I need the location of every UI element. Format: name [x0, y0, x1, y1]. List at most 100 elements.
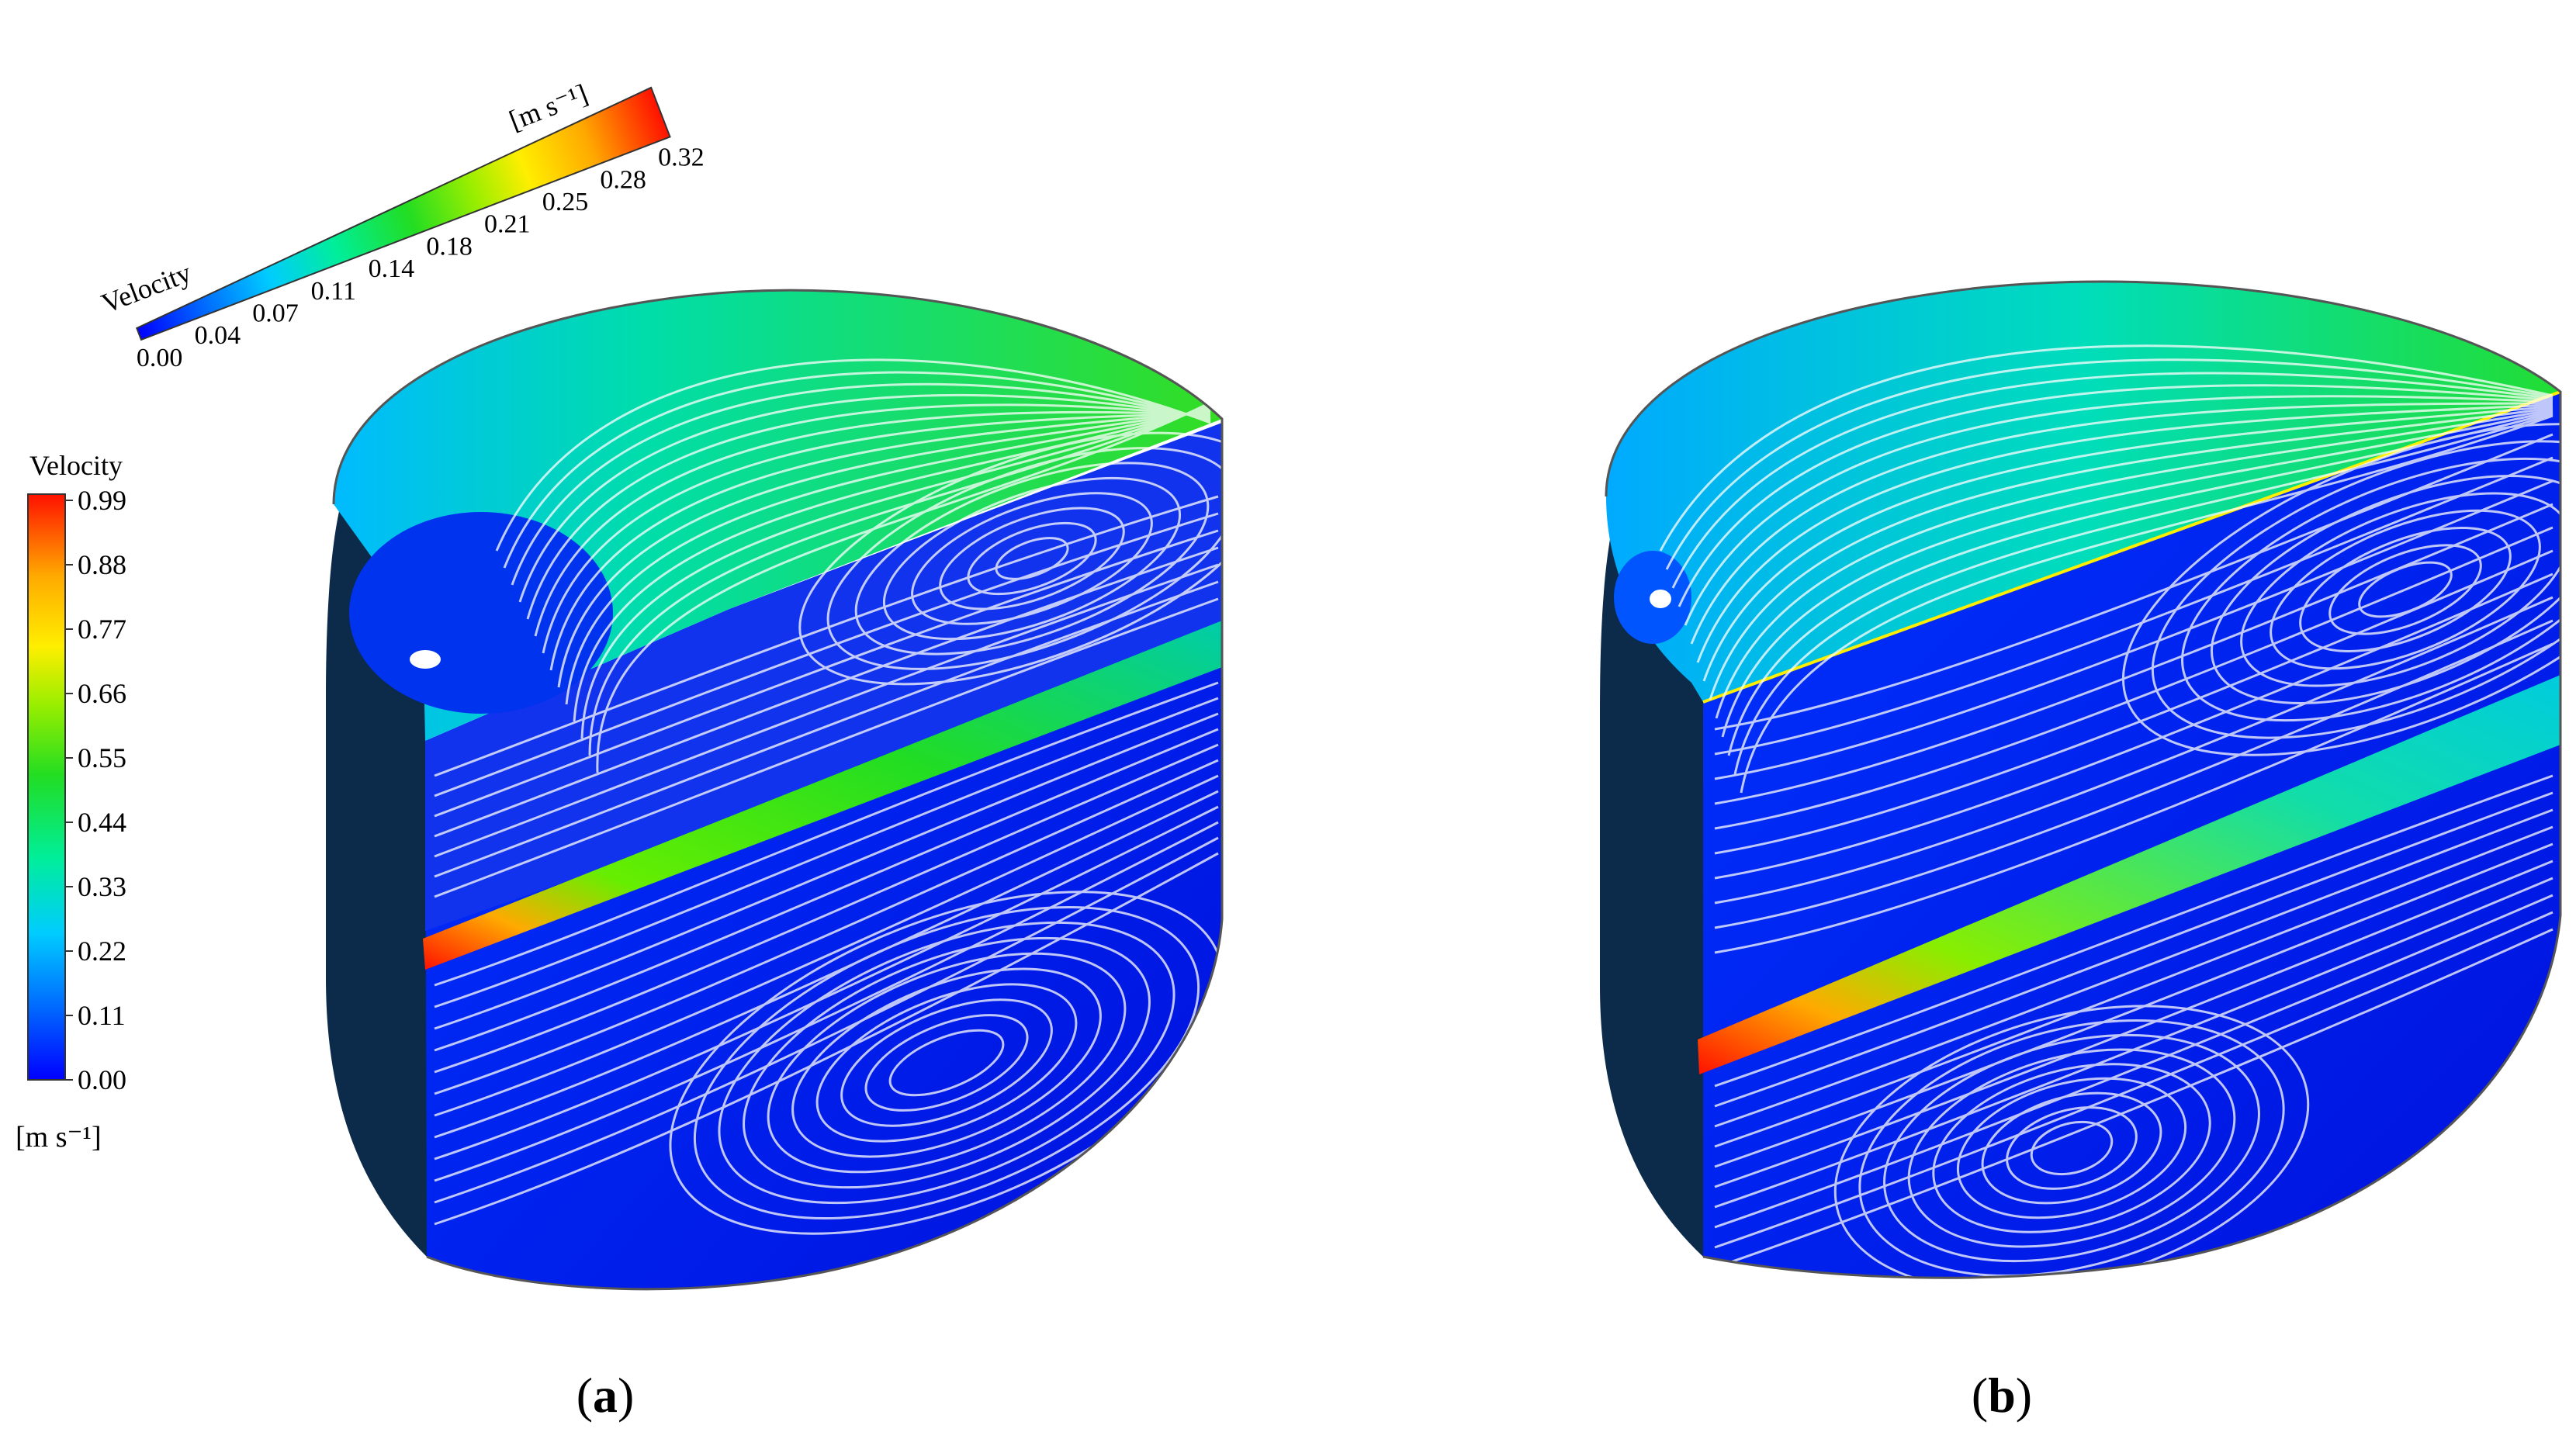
streamline — [580, 404, 1211, 739]
vertical-tick-label: 0.77 — [78, 614, 126, 645]
streamline — [864, 1014, 1029, 1112]
vertical-legend-title: Velocity — [29, 450, 123, 481]
vertical-tick-label: 0.22 — [78, 936, 126, 967]
streamline — [434, 529, 1219, 818]
panel-b-outline — [1605, 280, 2562, 1279]
streamline — [743, 936, 1151, 1189]
streamline — [1665, 358, 2553, 570]
streamline — [1714, 825, 2553, 1148]
streamline — [995, 537, 1069, 580]
streamline — [542, 412, 1211, 654]
vertical-legend-ticks: 0.99 0.88 0.77 0.66 0.55 0.44 0.33 0.22 0.11 0.00 — [65, 485, 126, 1095]
streamline — [495, 358, 1211, 552]
streamline — [1714, 479, 2553, 780]
streamline — [1714, 911, 2553, 1249]
streamline — [434, 712, 1219, 1030]
streamline — [694, 906, 1200, 1219]
streamline — [1733, 413, 2553, 775]
vertical-colorbar — [27, 493, 66, 1081]
streamline — [1715, 408, 2553, 719]
vertical-tick-label: 0.00 — [78, 1064, 126, 1095]
streamline — [1714, 503, 2553, 805]
streamline — [434, 836, 1219, 1204]
panel-b-jet — [1698, 675, 2560, 1074]
panel-a-streamline-strokes — [434, 358, 1265, 1235]
streamline — [1684, 395, 2553, 626]
tilted-tick-label: 0.07 — [252, 299, 299, 327]
streamline — [434, 805, 1219, 1161]
streamline — [1721, 410, 2553, 738]
streamline — [669, 891, 1224, 1235]
streamline — [434, 759, 1219, 1095]
streamline — [2328, 544, 2482, 635]
streamline — [434, 597, 1219, 898]
vertical-velocity-legend: Velocity 0.99 0.88 0.77 0.66 0.55 0.44 0.33 0.2… — [16, 450, 126, 1154]
tilted-tick-label: 0.18 — [426, 232, 473, 261]
streamline — [840, 998, 1053, 1127]
streamline — [1714, 842, 2553, 1168]
streamline — [434, 580, 1219, 878]
streamline — [434, 697, 1219, 1008]
streamline — [791, 967, 1102, 1158]
streamline — [939, 507, 1125, 611]
panel-b-vortex-core — [1650, 590, 1671, 608]
streamline — [2181, 457, 2576, 722]
tilted-tick-label: 0.14 — [369, 254, 415, 283]
vertical-tick-label: 0.55 — [78, 742, 126, 773]
streamline — [826, 447, 1238, 670]
streamline — [2152, 440, 2576, 739]
streamline — [434, 821, 1219, 1182]
streamline — [2030, 1120, 2114, 1176]
streamline — [882, 476, 1182, 641]
streamline — [1714, 526, 2553, 830]
streamline — [596, 401, 1211, 773]
tilted-legend-ticks: 0.00 0.04 0.07 0.11 0.14 0.18 0.21 0.25 0.28 0.32 — [137, 144, 705, 372]
streamline — [1714, 596, 2553, 905]
tilted-tick-label: 0.00 — [137, 344, 183, 372]
streamline — [503, 371, 1211, 569]
streamline — [967, 521, 1097, 596]
streamline — [1690, 402, 2553, 645]
streamline — [1833, 1005, 2310, 1292]
streamline — [1714, 572, 2553, 880]
tilted-tick-label: 0.21 — [484, 210, 531, 239]
streamline — [1709, 406, 2553, 700]
streamline — [2006, 1106, 2138, 1190]
streamline — [565, 407, 1211, 705]
vertical-tick-label: 0.99 — [78, 485, 126, 516]
streamline — [1714, 928, 2553, 1269]
streamline — [518, 393, 1211, 603]
panel-b-streamlines — [1600, 280, 2576, 1292]
streamline — [1714, 894, 2553, 1229]
tilted-tick-label: 0.04 — [195, 321, 241, 350]
streamline — [1714, 456, 2553, 756]
streamline — [798, 431, 1265, 686]
vertical-legend-unit: [m s⁻¹] — [16, 1121, 102, 1154]
vertical-tick-label: 0.11 — [78, 1000, 126, 1031]
streamline — [1714, 619, 2553, 929]
streamline — [1858, 1019, 2285, 1277]
streamline — [549, 410, 1211, 671]
streamline — [434, 774, 1219, 1117]
streamline — [1671, 372, 2553, 589]
panel-b-top-edge-highlight — [1702, 390, 2561, 704]
streamline — [511, 382, 1211, 586]
streamline — [1714, 877, 2553, 1209]
streamline — [1740, 414, 2553, 794]
streamline — [526, 403, 1211, 620]
tilted-tick-label: 0.11 — [311, 277, 356, 306]
streamline — [434, 512, 1219, 797]
streamline — [1907, 1048, 2236, 1248]
streamline — [1727, 411, 2553, 756]
vertical-tick-label: 0.88 — [78, 549, 126, 580]
streamline — [854, 462, 1210, 656]
streamline — [434, 790, 1219, 1139]
streamline — [588, 403, 1211, 756]
panel-a-streamlines — [326, 289, 1265, 1291]
streamline — [888, 1029, 1005, 1097]
streamline — [1714, 549, 2553, 855]
streamline — [1714, 433, 2553, 731]
vertical-tick-label: 0.44 — [78, 807, 126, 838]
streamline — [434, 563, 1219, 858]
